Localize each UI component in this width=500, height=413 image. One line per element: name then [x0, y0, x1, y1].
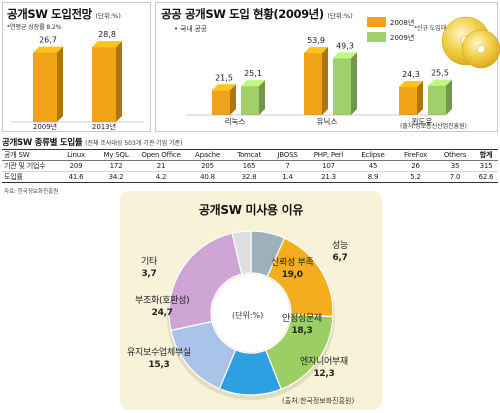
slice-label-reliability: 신뢰성 부족 19,0 [271, 258, 314, 280]
legend-2009-label: 2009년 [390, 34, 415, 42]
slice-label-performance: 성능 6,7 [332, 241, 348, 263]
public-adoption-unit: (단위:%) [327, 12, 353, 20]
slice-label-stability: 안정성문제 18,3 [282, 314, 322, 336]
column-header: JBOSS [269, 149, 306, 161]
table-cell: 35 [436, 160, 474, 172]
row-header: 도입률 [2, 171, 56, 183]
public-bar-2-0 [399, 81, 423, 115]
table-cell: 209 [56, 160, 96, 172]
column-header: FireFox [395, 149, 436, 161]
table-cell: 7.0 [436, 171, 474, 183]
column-header: Open Office [136, 149, 186, 161]
public-adoption-chart: 21,5 25,1 리눅스 53,9 49,3 유닉스 24,3 25,5 윈도우 [186, 36, 452, 126]
adoption-outlook-panel: 공개SW 도입전망 (단위:%) *연평균 성장률 8.2% 26,7 2009년… [2, 2, 151, 132]
public-tick-label-2: 윈도우 [412, 117, 433, 126]
public-value-label-0-0: 21,5 [215, 73, 233, 82]
table-header-row: 공개 SW Linux My SQL Open Office Apache Tomcat J… [2, 149, 498, 161]
slice-label-other: 기타 3,7 [141, 257, 157, 279]
row-header: 기관 및 기업수 [2, 160, 56, 172]
public-adoption-source: (출처:정보통신산업진흥원) [400, 123, 467, 130]
slice-label-incompatibility: 부조화(호환성) 24,7 [135, 296, 190, 318]
legend-2009-swatch [367, 32, 386, 42]
outlook-unit: (단위:%) [95, 12, 121, 20]
adoption-rate-table: 공개 SW Linux My SQL Open Office Apache Tomcat J… [2, 149, 498, 183]
column-header: 공개 SW [2, 149, 56, 161]
public-value-label-0-1: 25,1 [244, 69, 262, 78]
public-bar-0-0 [212, 84, 236, 115]
non-use-reasons-panel: 공개SW 미사용 이유 (단위:%) 성능 6,7 신뢰성 부족 19,0 안정성문… [120, 191, 382, 410]
column-header: Linux [56, 149, 96, 161]
column-header: Others [436, 149, 474, 161]
slice-label-no-engineer: 엔지니어부재 12,3 [300, 357, 348, 379]
table-cell: 8.9 [351, 171, 395, 183]
legend-2008-label: 2008년 [390, 19, 415, 27]
public-value-label-1-1: 49,3 [336, 41, 354, 50]
table-cell: 45 [351, 160, 395, 172]
table-cell: 41.6 [56, 171, 96, 183]
non-use-reasons-donut [167, 230, 335, 400]
public-tick-label-0: 리눅스 [225, 117, 246, 126]
public-adoption-subtitle: • 국내 공공 [174, 25, 207, 33]
table-row: 도입률 41.6 34.2 4.2 40.8 32.8 1.4 21.3 8.9 5.2 7.0 62… [2, 171, 498, 183]
public-bar-0-1 [241, 80, 265, 115]
public-value-label-2-0: 24,3 [402, 70, 420, 79]
table-cell: 34.2 [96, 171, 136, 183]
donut-slice-6 [231, 230, 252, 275]
table-cell: 1.4 [269, 171, 306, 183]
table-cell: 7 [269, 160, 306, 172]
public-adoption-note: *신규 도입대수 기준 [414, 25, 465, 32]
column-header: PHP, Perl [306, 149, 351, 161]
column-header: Eclipse [351, 149, 395, 161]
public-bar-2-1 [428, 79, 452, 115]
outlook-note: *연평균 성장률 8.2% [7, 24, 62, 31]
non-use-reasons-title: 공개SW 미사용 이유 [198, 203, 304, 217]
outlook-tick-label-0: 2009년 [33, 122, 57, 131]
table-cell: 26 [395, 160, 436, 172]
table-cell: 165 [229, 160, 269, 172]
table-cell: 21.3 [306, 171, 351, 183]
outlook-value-label-1: 28,8 [98, 30, 116, 39]
table-cell: 40.8 [186, 171, 229, 183]
public-value-label-1-0: 53,9 [307, 36, 325, 45]
cd-disc-icon [441, 16, 500, 69]
table-cell: 315 [474, 160, 498, 172]
donut-source: (출처:한국정보화진흥원) [282, 397, 355, 405]
table-cell: 32.8 [229, 171, 269, 183]
outlook-bar-0 [33, 46, 63, 122]
legend-2008-swatch [367, 17, 386, 27]
public-tick-label-1: 유닉스 [317, 117, 338, 126]
public-bar-1-0 [304, 47, 328, 115]
table-cell: 62.6 [474, 171, 498, 183]
table-body: 기관 및 기업수 209 172 21 205 165 7 107 45 26 35 315 도입률 41… [2, 160, 498, 183]
outlook-tick-label-1: 2013년 [92, 122, 116, 131]
table-cell: 172 [96, 160, 136, 172]
column-header: My SQL [96, 149, 136, 161]
table-cell: 5.2 [395, 171, 436, 183]
outlook-value-label-0: 26,7 [39, 36, 57, 45]
outlook-title: 공개SW 도입전망 (단위:%) [7, 7, 121, 21]
outlook-chart: 26,7 2009년 28,8 2013년 [11, 30, 144, 131]
table-source: 자료: 한국정보화진흥원 [4, 189, 59, 195]
column-header: 합계 [474, 149, 498, 161]
public-adoption-panel: 공공 공개SW 도입 현황(2009년) (단위:%) • 국내 공공 *신규 … [155, 2, 500, 132]
outlook-bar-1 [92, 41, 122, 123]
column-header: Tomcat [229, 149, 269, 161]
column-header: Apache [186, 149, 229, 161]
table-note: (전체 조사대상 503개 기관·기업 기준) [85, 140, 183, 147]
table-cell: 21 [136, 160, 186, 172]
public-adoption-title: 공공 공개SW 도입 현황(2009년) (단위:%) [161, 7, 353, 21]
donut-hole [212, 274, 290, 352]
table-cell: 205 [186, 160, 229, 172]
adoption-rate-table-title: 공개SW 종류별 도입률 (전체 조사대상 503개 기관·기업 기준) [2, 138, 183, 148]
public-bar-1-1 [333, 52, 357, 115]
slice-label-maintenance: 유지보수업체부실 15,3 [127, 348, 191, 370]
donut-slice-5 [168, 232, 243, 332]
table-row: 기관 및 기업수 209 172 21 205 165 7 107 45 26 35 315 [2, 160, 498, 172]
donut-unit: (단위:%) [232, 311, 264, 320]
public-value-label-2-1: 25,5 [431, 69, 449, 78]
table-cell: 107 [306, 160, 351, 172]
table-cell: 4.2 [136, 171, 186, 183]
